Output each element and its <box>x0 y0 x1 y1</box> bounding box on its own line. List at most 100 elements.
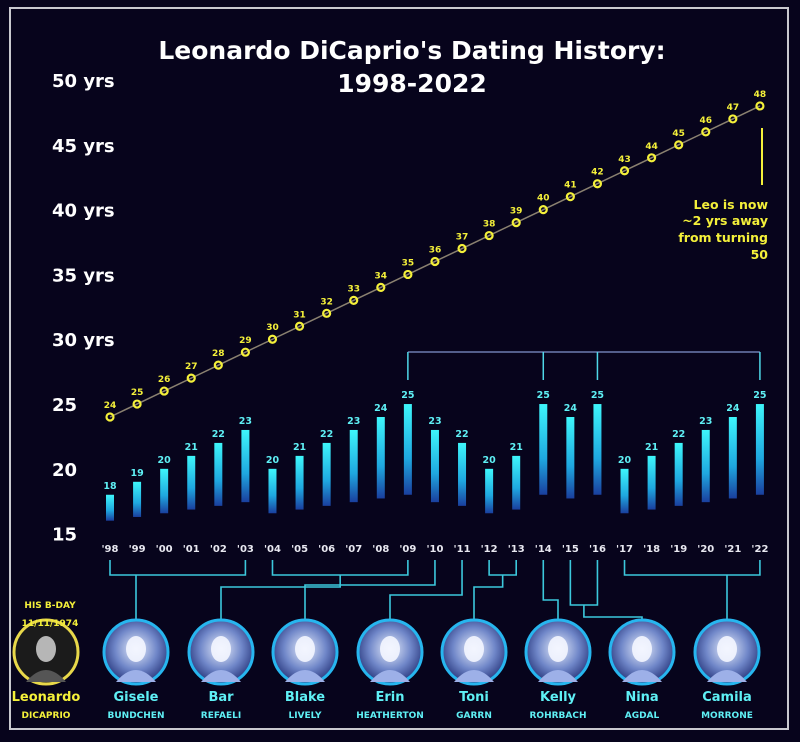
leo-age-label: 36 <box>429 245 442 255</box>
y-tick-label: 20 <box>52 460 77 481</box>
x-tick-label: '01 <box>183 544 200 555</box>
girlfriend-age-bar <box>160 468 169 514</box>
x-tick-label: '18 <box>643 544 660 555</box>
leo-age-point <box>457 243 467 254</box>
girlfriend-age-bar <box>295 455 304 510</box>
shoulders-icon <box>370 670 410 682</box>
girlfriend-age-label: 25 <box>401 390 414 401</box>
girlfriend-age-bar <box>403 404 412 495</box>
girlfriend-age-bar <box>458 442 467 506</box>
person-first-name: Toni <box>459 690 489 705</box>
y-tick-label: 50 yrs <box>52 71 115 92</box>
y-tick-label: 15 <box>52 525 77 546</box>
x-tick-label: '22 <box>751 544 768 555</box>
girlfriend-age-bar <box>566 417 575 499</box>
x-tick-label: '20 <box>697 544 714 555</box>
face-icon <box>717 636 737 662</box>
person-first-name: Gisele <box>114 690 159 705</box>
face-icon <box>126 636 146 662</box>
person-first-name: Kelly <box>540 690 577 705</box>
girlfriend-age-label: 22 <box>212 429 225 440</box>
leo-age-point <box>294 321 305 331</box>
y-tick-label: 30 yrs <box>52 330 115 351</box>
girlfriend-age-label: 25 <box>753 390 766 401</box>
person-first-name: Erin <box>375 690 404 705</box>
leo-age-label: 32 <box>320 297 333 307</box>
x-tick-label: '13 <box>508 544 525 555</box>
leo-age-point <box>511 218 521 228</box>
leo-age-label: 39 <box>510 207 523 217</box>
x-tick-label: '08 <box>372 544 389 555</box>
person-last-name: ROHRBACH <box>529 711 586 721</box>
leo-age-point <box>430 256 440 267</box>
girlfriend-age-label: 22 <box>672 429 685 440</box>
shoulders-icon <box>622 670 662 682</box>
y-tick-label: 35 yrs <box>52 265 115 286</box>
girlfriend-age-bar <box>430 429 439 503</box>
x-tick-label: '12 <box>481 544 498 555</box>
leo-age-point <box>349 295 359 305</box>
face-icon <box>380 636 400 662</box>
girlfriend-age-label: 24 <box>726 403 740 414</box>
face-icon <box>548 636 568 662</box>
girlfriend-age-label: 23 <box>239 416 252 427</box>
leo-age-label: 27 <box>185 362 198 372</box>
face-icon <box>211 636 231 662</box>
leo-age-label: 47 <box>727 103 740 113</box>
x-tick-label: '15 <box>562 544 579 555</box>
x-tick-label: '09 <box>399 544 416 555</box>
leo-age-point <box>592 179 603 189</box>
annotation-line-2: ~2 yrs away <box>682 213 768 228</box>
leo-age-label: 33 <box>347 284 360 294</box>
girlfriend-age-label: 20 <box>158 455 172 466</box>
girlfriend-age-bar <box>593 404 602 495</box>
girlfriend-age-bar <box>187 455 196 510</box>
girlfriend-age-label: 21 <box>293 442 306 453</box>
person-first-name: Camila <box>702 690 752 705</box>
girlfriend-age-label: 25 <box>537 390 550 401</box>
leo-age-label: 48 <box>754 90 767 100</box>
x-tick-label: '17 <box>616 544 633 555</box>
leo-age-label: 30 <box>266 323 279 333</box>
person-last-name: DICAPRIO <box>22 711 71 721</box>
girlfriend-age-bar <box>647 455 656 510</box>
shoulders-icon <box>26 670 66 682</box>
leo-age-point <box>186 373 196 383</box>
person-last-name: MORRONE <box>701 711 753 721</box>
person-first-name: Nina <box>625 690 658 705</box>
person-bracket <box>542 560 559 620</box>
chart-frame <box>9 7 789 730</box>
leo-age-point <box>646 153 657 163</box>
person-bracket <box>473 560 517 620</box>
leo-age-point <box>565 192 575 202</box>
leo-age-label: 35 <box>402 258 415 268</box>
leo-age-label: 45 <box>672 129 685 139</box>
leo-age-label: 26 <box>158 375 171 385</box>
person-first-name: Bar <box>208 690 234 705</box>
girlfriend-age-label: 25 <box>591 390 604 401</box>
shoulders-icon <box>285 670 325 682</box>
leo-age-point <box>376 282 386 292</box>
person-bracket <box>109 560 247 620</box>
girlfriend-age-label: 23 <box>347 416 360 427</box>
x-tick-label: '98 <box>102 544 119 555</box>
girlfriend-age-label: 22 <box>320 429 333 440</box>
shoulders-icon <box>707 670 747 682</box>
person-first-name: Leonardo <box>12 690 81 705</box>
x-tick-label: '06 <box>318 544 335 555</box>
x-tick-label: '11 <box>454 544 471 555</box>
leo-age-label: 41 <box>564 181 577 191</box>
leo-age-point <box>240 347 250 357</box>
person-last-name: BUNDCHEN <box>108 711 165 721</box>
leo-age-point <box>105 412 115 422</box>
leo-age-label: 24 <box>104 401 117 411</box>
shoulders-icon <box>454 670 494 682</box>
person-bracket <box>220 560 409 620</box>
leo-age-point <box>755 101 765 111</box>
girlfriend-age-label: 23 <box>699 416 712 427</box>
person-last-name: HEATHERTON <box>356 711 424 721</box>
y-tick-label: 25 <box>52 395 77 416</box>
girlfriend-age-label: 20 <box>266 455 280 466</box>
leo-age-point <box>674 140 684 150</box>
girlfriend-age-bar <box>674 442 683 506</box>
